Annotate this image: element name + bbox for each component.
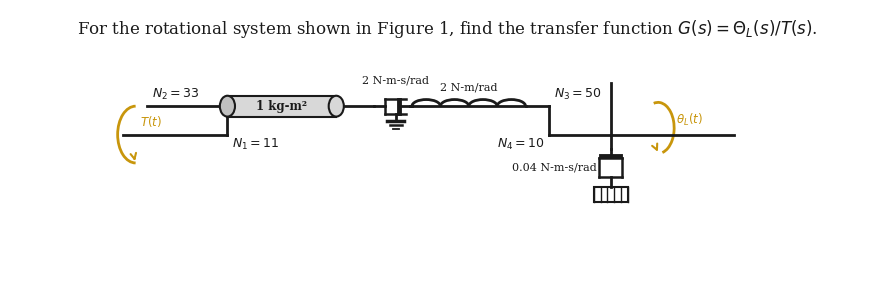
Text: $N_4 = 10$: $N_4 = 10$ [497,136,544,151]
Text: $\theta_L(t)$: $\theta_L(t)$ [676,112,703,128]
Text: 2 N-m/rad: 2 N-m/rad [440,83,498,93]
Text: 0.04 N-m-s/rad: 0.04 N-m-s/rad [511,163,596,173]
Text: $N_2 = 33$: $N_2 = 33$ [152,87,199,102]
Text: $N_1 = 11$: $N_1 = 11$ [232,136,280,151]
Text: 1 kg-m²: 1 kg-m² [257,100,308,113]
Bar [227,96,336,116]
Text: $N_3 = 50$: $N_3 = 50$ [554,87,602,102]
Bar [594,187,628,202]
Text: For the rotational system shown in Figure 1, find the transfer function $G(s) = : For the rotational system shown in Figur… [77,18,817,40]
Ellipse shape [220,96,235,116]
Text: $T(t)$: $T(t)$ [140,114,163,129]
Text: 2 N-m-s/rad: 2 N-m-s/rad [362,75,429,85]
Ellipse shape [329,96,344,116]
